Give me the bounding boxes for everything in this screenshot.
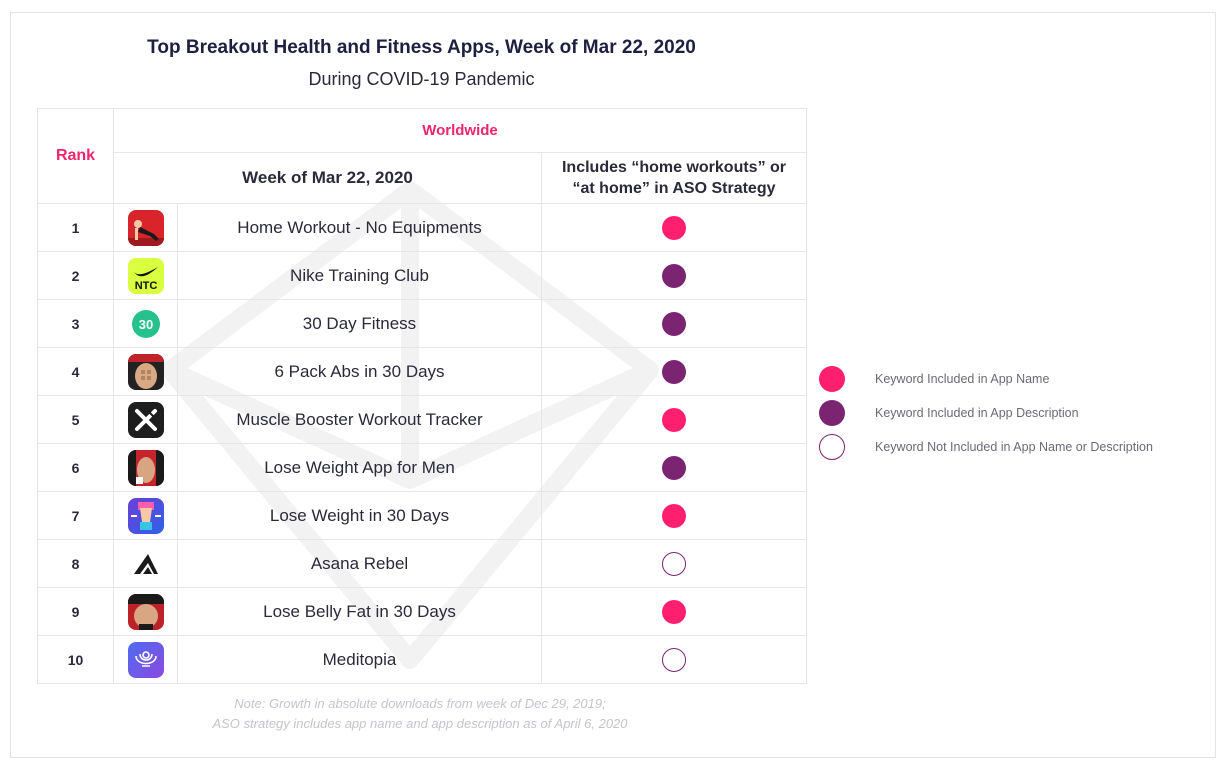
table-row: 7 Lose Weight in 30 Days xyxy=(37,491,807,540)
legend-item-app-description: Keyword Included in App Description xyxy=(819,396,1153,430)
table-row: 3 30 30 Day Fitness xyxy=(37,299,807,348)
table-row: 5 Muscle Booster Workout Tracker xyxy=(37,395,807,444)
app-name-cell: Lose Belly Fat in 30 Days xyxy=(177,587,542,636)
aso-header: Includes “home workouts” or “at home” in… xyxy=(541,152,807,204)
keyword-dot-icon xyxy=(662,551,686,576)
muscle-booster-icon xyxy=(127,401,164,438)
aso-cell xyxy=(541,491,807,540)
aso-cell xyxy=(541,443,807,492)
legend-dot-purple-icon xyxy=(819,400,845,426)
app-name-cell: Lose Weight in 30 Days xyxy=(177,491,542,540)
asana-rebel-icon xyxy=(127,545,164,582)
footnote-line2: ASO strategy includes app name and app d… xyxy=(212,716,628,731)
keyword-dot-icon xyxy=(662,455,686,480)
icon-cell: 30 xyxy=(113,299,178,348)
keyword-dot-icon xyxy=(662,647,686,672)
svg-text:NTC: NTC xyxy=(134,280,157,292)
thirty-day-fitness-icon: 30 xyxy=(127,305,164,342)
rank-cell: 4 xyxy=(37,347,114,396)
aso-cell xyxy=(541,587,807,636)
rank-cell: 1 xyxy=(37,203,114,252)
app-name-cell: Nike Training Club xyxy=(177,251,542,300)
table-row: 4 6 Pack Abs in 30 Days xyxy=(37,347,807,396)
region-header: Worldwide xyxy=(113,108,807,153)
keyword-dot-icon xyxy=(662,263,686,288)
legend-dot-empty-icon xyxy=(819,434,845,460)
apps-table: Rank Worldwide Week of Mar 22, 2020 Incl… xyxy=(37,108,807,684)
icon-cell xyxy=(113,203,178,252)
keyword-dot-icon xyxy=(662,311,686,336)
icon-cell: NTC xyxy=(113,251,178,300)
app-name-cell: Meditopia xyxy=(177,635,542,684)
svg-text:30: 30 xyxy=(138,317,152,332)
app-name-cell: Home Workout - No Equipments xyxy=(177,203,542,252)
rank-cell: 8 xyxy=(37,539,114,588)
table-row: 10 Meditopia xyxy=(37,635,807,684)
meditopia-icon xyxy=(127,641,164,678)
keyword-dot-icon xyxy=(662,359,686,384)
aso-cell xyxy=(541,395,807,444)
lose-belly-fat-icon xyxy=(127,593,164,630)
table-row: 2 NTC Nike Training Club xyxy=(37,251,807,300)
footnote: Note: Growth in absolute downloads from … xyxy=(120,694,720,734)
table-row: 6 Lose Weight App for Men xyxy=(37,443,807,492)
keyword-dot-icon xyxy=(662,503,686,528)
table-row: 8 Asana Rebel xyxy=(37,539,807,588)
rank-cell: 7 xyxy=(37,491,114,540)
legend-item-app-name: Keyword Included in App Name xyxy=(819,362,1153,396)
legend-label: Keyword Included in App Description xyxy=(875,406,1079,420)
lose-weight-30-icon xyxy=(127,497,164,534)
lose-weight-men-icon xyxy=(127,449,164,486)
aso-cell xyxy=(541,347,807,396)
figure-frame xyxy=(10,12,1216,758)
table-row: 9 Lose Belly Fat in 30 Days xyxy=(37,587,807,636)
icon-cell xyxy=(113,347,178,396)
footnote-line1: Note: Growth in absolute downloads from … xyxy=(234,696,606,711)
icon-cell xyxy=(113,491,178,540)
rank-cell: 5 xyxy=(37,395,114,444)
page-title: Top Breakout Health and Fitness Apps, We… xyxy=(147,37,696,58)
aso-header-line1: Includes “home workouts” or xyxy=(561,159,787,176)
aso-cell xyxy=(541,299,807,348)
week-header: Week of Mar 22, 2020 xyxy=(113,152,542,204)
aso-cell xyxy=(541,251,807,300)
six-pack-abs-icon xyxy=(127,353,164,390)
legend: Keyword Included in App Name Keyword Inc… xyxy=(819,362,1153,464)
keyword-dot-icon xyxy=(662,215,686,240)
keyword-dot-icon xyxy=(662,407,686,432)
rank-cell: 10 xyxy=(37,635,114,684)
aso-cell xyxy=(541,635,807,684)
app-name-cell: Asana Rebel xyxy=(177,539,542,588)
page-subtitle: During COVID-19 Pandemic xyxy=(308,69,535,89)
icon-cell xyxy=(113,587,178,636)
aso-header-line2: “at home” in ASO Strategy xyxy=(572,180,776,197)
icon-cell xyxy=(113,395,178,444)
app-name-cell: Lose Weight App for Men xyxy=(177,443,542,492)
icon-cell xyxy=(113,443,178,492)
legend-item-not-included: Keyword Not Included in App Name or Desc… xyxy=(819,430,1153,464)
nike-ntc-icon: NTC xyxy=(127,257,164,294)
icon-cell xyxy=(113,635,178,684)
rank-cell: 6 xyxy=(37,443,114,492)
rank-header: Rank xyxy=(37,108,114,204)
legend-label: Keyword Not Included in App Name or Desc… xyxy=(875,440,1153,454)
app-name-cell: 30 Day Fitness xyxy=(177,299,542,348)
legend-dot-pink-icon xyxy=(819,366,845,392)
aso-cell xyxy=(541,203,807,252)
rank-cell: 2 xyxy=(37,251,114,300)
aso-cell xyxy=(541,539,807,588)
rank-cell: 3 xyxy=(37,299,114,348)
legend-label: Keyword Included in App Name xyxy=(875,372,1050,386)
app-name-cell: Muscle Booster Workout Tracker xyxy=(177,395,542,444)
keyword-dot-icon xyxy=(662,599,686,624)
home-workout-icon xyxy=(127,209,164,246)
app-name-cell: 6 Pack Abs in 30 Days xyxy=(177,347,542,396)
rank-cell: 9 xyxy=(37,587,114,636)
icon-cell xyxy=(113,539,178,588)
table-row: 1 Home Workout - No Equipments xyxy=(37,203,807,252)
